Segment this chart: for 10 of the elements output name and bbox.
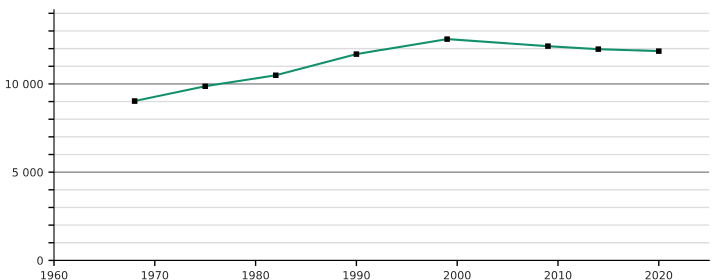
x-tick-label: 2020 <box>645 271 672 280</box>
x-tick-label: 2010 <box>544 271 572 280</box>
y-tick-label: 10 000 <box>6 80 43 88</box>
x-tick-label: 1970 <box>142 271 168 280</box>
x-tick-label: 1980 <box>242 271 269 280</box>
y-tick-label: 5 000 <box>12 168 43 177</box>
y-tick-label: 0 <box>37 256 43 265</box>
x-tick-label: 1990 <box>343 271 370 280</box>
x-tick-label: 2000 <box>444 271 471 280</box>
x-tick-label: 1960 <box>41 271 68 280</box>
